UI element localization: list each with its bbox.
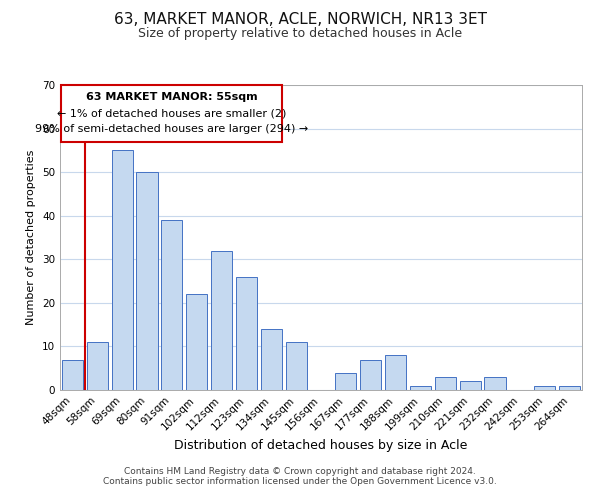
Bar [62,360,83,390]
Text: 99% of semi-detached houses are larger (294) →: 99% of semi-detached houses are larger (… [35,124,308,134]
Bar [112,150,133,390]
FancyBboxPatch shape [61,85,283,141]
Text: Contains public sector information licensed under the Open Government Licence v3: Contains public sector information licen… [103,477,497,486]
Bar [87,342,108,390]
Bar [385,355,406,390]
Bar [460,382,481,390]
Bar [559,386,580,390]
Bar [161,220,182,390]
Y-axis label: Number of detached properties: Number of detached properties [26,150,37,325]
Bar [484,377,506,390]
Bar [534,386,555,390]
X-axis label: Distribution of detached houses by size in Acle: Distribution of detached houses by size … [175,438,467,452]
Text: Contains HM Land Registry data © Crown copyright and database right 2024.: Contains HM Land Registry data © Crown c… [124,467,476,476]
Bar [261,329,282,390]
Text: ← 1% of detached houses are smaller (2): ← 1% of detached houses are smaller (2) [57,108,287,118]
Bar [136,172,158,390]
Bar [211,250,232,390]
Bar [236,276,257,390]
Bar [410,386,431,390]
Text: 63 MARKET MANOR: 55sqm: 63 MARKET MANOR: 55sqm [86,92,257,102]
Bar [435,377,456,390]
Bar [286,342,307,390]
Text: Size of property relative to detached houses in Acle: Size of property relative to detached ho… [138,28,462,40]
Bar [335,372,356,390]
Bar [186,294,207,390]
Bar [360,360,381,390]
Text: 63, MARKET MANOR, ACLE, NORWICH, NR13 3ET: 63, MARKET MANOR, ACLE, NORWICH, NR13 3E… [113,12,487,28]
